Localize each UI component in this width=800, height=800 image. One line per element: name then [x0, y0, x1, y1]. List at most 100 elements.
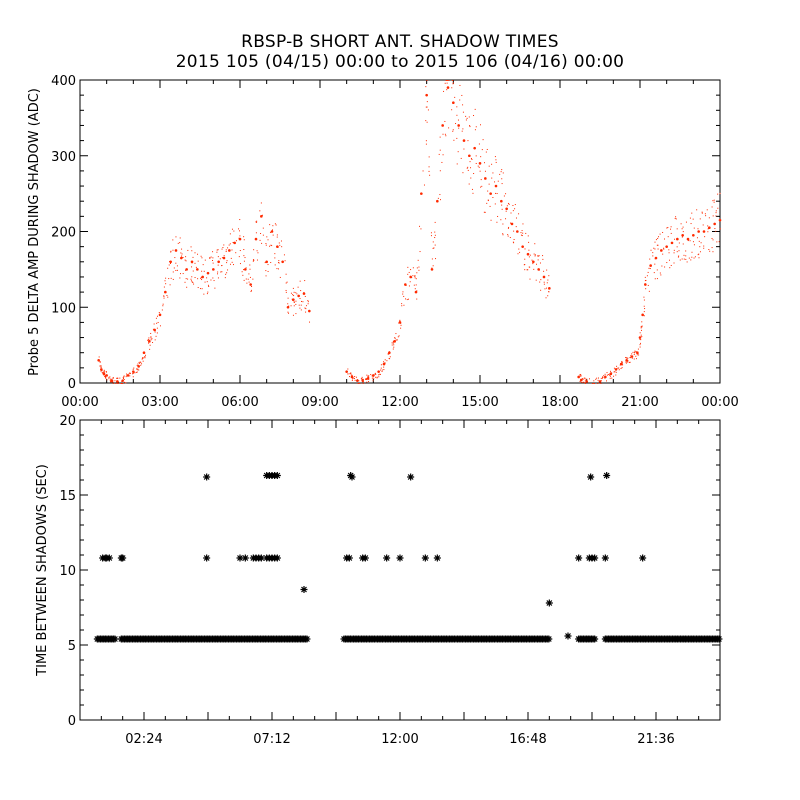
shadow-amplitude-point — [707, 231, 709, 233]
shadow-amplitude-point — [535, 263, 537, 265]
shadow-amplitude-point — [270, 244, 272, 246]
shadow-amplitude-point — [150, 337, 152, 339]
shadow-amplitude-point — [678, 255, 680, 257]
shadow-amplitude-point — [698, 253, 700, 255]
lower-plot-frame — [79, 419, 721, 721]
shadow-amplitude-point — [420, 228, 422, 230]
shadow-amplitude-point — [434, 234, 436, 236]
shadow-amplitude-point — [217, 277, 219, 279]
shadow-amplitude-point — [490, 219, 492, 221]
shadow-amplitude-point — [517, 253, 519, 255]
shadow-amplitude-point — [349, 373, 351, 375]
shadow-amplitude-point — [592, 383, 594, 384]
shadow-amplitude-point — [644, 276, 646, 278]
shadow-amplitude-point — [190, 280, 192, 282]
shadow-amplitude-point — [416, 267, 418, 269]
shadow-amplitude-point — [425, 140, 427, 142]
shadow-amplitude-point — [519, 251, 521, 253]
shadow-amplitude-point — [293, 301, 295, 303]
shadow-amplitude-point — [229, 243, 231, 245]
shadow-amplitude-point — [386, 360, 388, 362]
shadow-amplitude-point — [467, 140, 469, 142]
shadow-amplitude-point — [163, 286, 165, 288]
shadow-amplitude-point — [172, 249, 174, 251]
shadow-amplitude-point — [203, 293, 205, 295]
shadow-amplitude-point — [213, 280, 215, 282]
shadow-amplitude-point — [206, 293, 208, 295]
shadow-amplitude-point — [487, 190, 489, 192]
shadow-amplitude-point — [255, 221, 257, 223]
shadow-amplitude-point — [625, 358, 628, 362]
shadow-amplitude-point — [434, 244, 436, 246]
shadow-amplitude-point — [466, 117, 468, 119]
shadow-amplitude-point — [717, 193, 719, 195]
shadow-amplitude-point — [499, 173, 501, 175]
shadow-amplitude-point — [276, 268, 278, 270]
shadow-amplitude-point — [441, 161, 443, 163]
upper-x-tick-label: 00:00 — [701, 395, 738, 410]
shadow-amplitude-point — [185, 256, 187, 258]
shadow-amplitude-point — [512, 241, 514, 243]
shadow-amplitude-point — [380, 367, 382, 369]
shadow-amplitude-point — [428, 170, 430, 172]
shadow-amplitude-point — [200, 277, 202, 279]
shadow-amplitude-point — [226, 272, 228, 274]
shadow-amplitude-point — [186, 286, 188, 288]
shadow-amplitude-point — [604, 375, 606, 377]
shadow-amplitude-point — [265, 243, 267, 245]
shadow-amplitude-point — [368, 381, 370, 383]
shadow-amplitude-point — [620, 368, 622, 370]
shadow-amplitude-point — [547, 279, 549, 281]
shadow-amplitude-point — [475, 126, 477, 128]
shadow-amplitude-point — [400, 327, 402, 329]
shadow-amplitude-point — [137, 368, 139, 370]
shadow-amplitude-point — [265, 244, 267, 246]
shadow-amplitude-point — [516, 230, 519, 233]
shadow-amplitude-point — [639, 337, 641, 339]
shadow-amplitude-point — [261, 242, 263, 244]
shadow-amplitude-point — [134, 372, 136, 374]
shadow-amplitude-point — [657, 244, 659, 246]
shadow-amplitude-point — [374, 373, 376, 375]
shadow-interval-point — [603, 472, 611, 479]
shadow-amplitude-point — [425, 106, 427, 108]
shadow-amplitude-point — [111, 378, 113, 380]
shadow-amplitude-point — [361, 378, 364, 382]
shadow-amplitude-point — [227, 247, 229, 249]
shadow-amplitude-point — [400, 322, 402, 324]
shadow-amplitude-point — [271, 229, 273, 231]
shadow-amplitude-point — [652, 255, 654, 257]
shadow-amplitude-point — [299, 307, 301, 309]
shadow-amplitude-point — [109, 381, 111, 383]
shadow-amplitude-point — [368, 376, 370, 378]
shadow-amplitude-point — [488, 165, 490, 167]
shadow-interval-point — [273, 472, 281, 479]
shadow-amplitude-point — [634, 352, 636, 354]
shadow-amplitude-point — [630, 355, 632, 357]
shadow-amplitude-point — [677, 256, 679, 258]
shadow-amplitude-point — [652, 252, 654, 254]
shadow-amplitude-point — [486, 202, 488, 204]
shadow-amplitude-point — [634, 350, 636, 352]
shadow-amplitude-point — [538, 255, 540, 257]
shadow-amplitude-point — [172, 239, 174, 241]
shadow-amplitude-point — [418, 266, 420, 268]
shadow-amplitude-point — [371, 377, 373, 379]
shadow-amplitude-point — [529, 266, 531, 268]
shadow-amplitude-point — [659, 272, 661, 274]
shadow-amplitude-point — [223, 255, 225, 257]
shadow-amplitude-point — [708, 217, 710, 219]
shadow-amplitude-point — [223, 244, 225, 246]
shadow-amplitude-point — [675, 216, 677, 218]
shadow-interval-point — [433, 554, 441, 562]
shadow-amplitude-point — [182, 273, 184, 275]
shadow-amplitude-point — [217, 260, 220, 264]
shadow-amplitude-point — [622, 364, 624, 366]
shadow-amplitude-point — [685, 255, 687, 257]
shadow-amplitude-point — [201, 279, 203, 281]
shadow-amplitude-point — [616, 365, 618, 367]
shadow-amplitude-point — [580, 381, 582, 383]
shadow-amplitude-point — [540, 279, 542, 281]
shadow-amplitude-point — [100, 370, 102, 372]
shadow-amplitude-point — [632, 351, 634, 353]
